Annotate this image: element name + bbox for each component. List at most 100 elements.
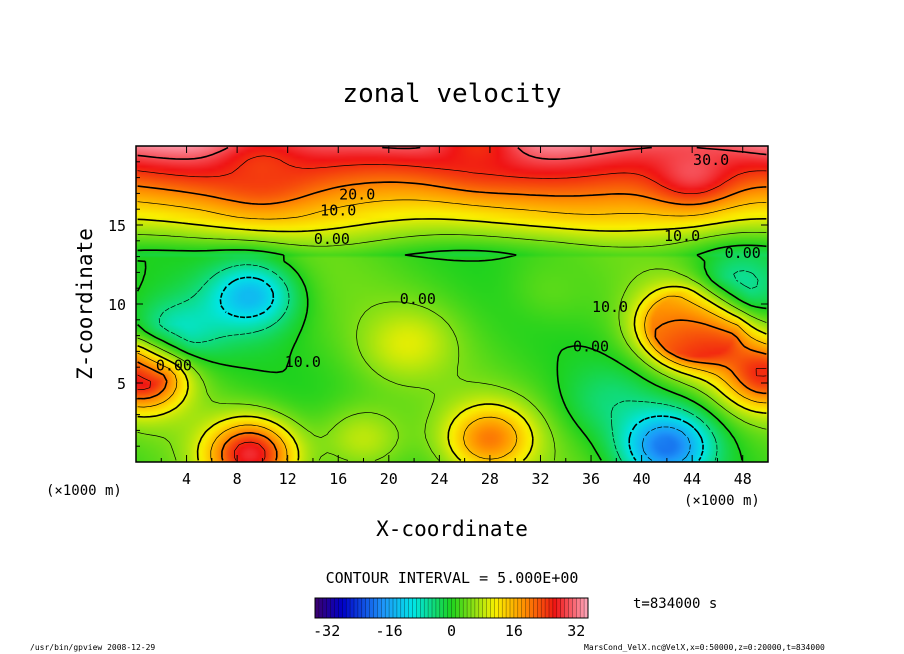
colorbar-cell xyxy=(408,598,413,618)
colorbar-cell xyxy=(529,598,534,618)
contour-line xyxy=(137,146,767,160)
colorbar-cell xyxy=(396,598,402,618)
x-tick-label: 44 xyxy=(683,470,701,488)
colorbar-cell xyxy=(521,598,526,618)
x-tick-label: 28 xyxy=(481,470,499,488)
x-tick-label: 48 xyxy=(734,470,752,488)
colorbar-cell xyxy=(369,598,374,618)
colorbar-cell xyxy=(365,598,370,618)
contour-label: 0.00 xyxy=(573,337,609,355)
velocity-field xyxy=(136,146,768,462)
colorbar-cell xyxy=(572,598,577,618)
colorbar-cell xyxy=(580,598,585,618)
colorbar-ticks: -32 -16 0 16 32 xyxy=(313,622,585,640)
colorbar-cell xyxy=(404,598,409,618)
colorbar-cell xyxy=(318,598,324,618)
colorbar-cell xyxy=(498,598,503,618)
colorbar xyxy=(314,598,589,618)
colorbar-tick-label: -32 xyxy=(313,622,340,640)
colorbar-cell xyxy=(486,598,491,618)
colorbar-cell xyxy=(502,598,507,618)
x-tick-label: 32 xyxy=(531,470,549,488)
contour-lines xyxy=(136,146,767,462)
contour-labels: 30.020.010.00.00 10.00.000.00 10.00.0010.0… xyxy=(156,151,761,374)
colorbar-cell xyxy=(443,598,448,618)
colorbar-cell xyxy=(432,598,437,618)
x-axis-label: X-coordinate xyxy=(376,517,528,541)
contour-line xyxy=(137,218,767,462)
z-axis-label: Z-coordinate xyxy=(73,228,97,380)
colorbar-cell xyxy=(381,598,386,618)
z-tick-label: 10 xyxy=(108,296,126,314)
contour-label: 0.00 xyxy=(725,244,761,262)
footer-right: MarsCond_VelX.nc@VelX,x=0:50000,z=0:2000… xyxy=(584,643,825,652)
colorbar-cell xyxy=(439,598,444,618)
contour-label: 10.0 xyxy=(592,298,628,316)
colorbar-cell xyxy=(412,598,417,618)
colorbar-tick-label: 32 xyxy=(567,622,585,640)
colorbar-cell xyxy=(467,598,472,618)
x-tick-label: 24 xyxy=(430,470,448,488)
colorbar-cell xyxy=(447,598,452,618)
colorbar-cell xyxy=(354,598,359,618)
contour-label: 20.0 xyxy=(339,186,375,204)
time-label: t=834000 s xyxy=(633,596,717,612)
colorbar-cell xyxy=(424,598,429,618)
colorbar-cell xyxy=(357,598,363,618)
colorbar-cell xyxy=(459,598,464,618)
colorbar-cell xyxy=(373,598,378,618)
colorbar-cell xyxy=(482,598,487,618)
colorbar-cell xyxy=(564,598,569,618)
colorbar-cell xyxy=(322,598,327,618)
colorbar-cell xyxy=(361,598,366,618)
z-tick-label: 5 xyxy=(117,375,126,393)
colorbar-cell xyxy=(478,598,483,618)
colorbar-cell xyxy=(315,598,320,618)
colorbar-cell xyxy=(560,598,565,618)
colorbar-cell xyxy=(474,598,480,618)
x-tick-label: 20 xyxy=(380,470,398,488)
colorbar-cell xyxy=(545,598,550,618)
contour-label: 10.0 xyxy=(285,353,321,371)
colorbar-cell xyxy=(525,598,530,618)
colorbar-cell xyxy=(517,598,522,618)
colorbar-cell xyxy=(506,598,511,618)
x-tick-label: 36 xyxy=(582,470,600,488)
x-tick-label: 4 xyxy=(182,470,191,488)
contour-label: 10.0 xyxy=(320,202,356,220)
x-axis-unit-right: (×1000 m) xyxy=(684,493,760,509)
colorbar-cell xyxy=(576,598,581,618)
contour-line xyxy=(219,276,704,461)
colorbar-cell xyxy=(584,598,589,618)
colorbar-cell xyxy=(393,598,398,618)
footer-left: /usr/bin/gpview 2008-12-29 xyxy=(30,643,155,652)
colorbar-cell xyxy=(428,598,433,618)
colorbar-cell xyxy=(400,598,405,618)
colorbar-cell xyxy=(490,598,495,618)
colorbar-cell xyxy=(420,598,425,618)
colorbar-cell xyxy=(326,598,331,618)
colorbar-cell xyxy=(334,598,339,618)
colorbar-cell xyxy=(533,598,538,618)
contour-line xyxy=(137,181,767,461)
colorbar-tick-label: 16 xyxy=(505,622,523,640)
x-tick-label: 16 xyxy=(329,470,347,488)
chart-title: zonal velocity xyxy=(342,79,561,109)
contour-line xyxy=(641,426,691,461)
colorbar-cell xyxy=(552,598,558,618)
x-tick-label: 8 xyxy=(233,470,242,488)
contour-interval-label: CONTOUR INTERVAL = 5.000E+00 xyxy=(326,569,579,587)
contour-label: 10.0 xyxy=(664,227,700,245)
contour-label: 0.00 xyxy=(314,230,350,248)
colorbar-cell xyxy=(342,598,347,618)
colorbar-cell xyxy=(350,598,355,618)
colorbar-cell xyxy=(435,598,441,618)
colorbar-cell xyxy=(541,598,546,618)
colorbar-cell xyxy=(510,598,515,618)
colorbar-cell xyxy=(471,598,476,618)
colorbar-cell xyxy=(537,598,542,618)
contour-label: 30.0 xyxy=(693,151,729,169)
colorbar-cell xyxy=(463,598,468,618)
colorbar-cell xyxy=(385,598,390,618)
